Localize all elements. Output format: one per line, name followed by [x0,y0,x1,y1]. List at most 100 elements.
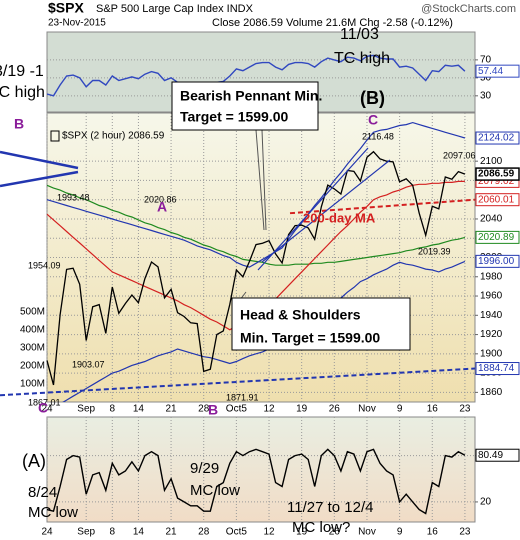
value-tag [475,230,520,244]
source: @StockCharts.com [421,3,516,15]
annotation: MC low? [292,519,350,536]
annotation: (A) [22,451,46,471]
value-tag-label: 2079.02 [478,176,515,187]
y-tick-label: 1980 [480,271,503,282]
value-tag [475,131,520,145]
annotation: B [208,402,218,418]
y-tick-label: 2040 [480,214,503,225]
x-tick-label: Sep [77,527,95,538]
x-tick-label: 19 [296,404,308,415]
annotation: TC high [334,50,390,67]
x-tick-label: 9 [397,527,403,538]
x-tick-label: Sep [77,404,95,415]
x-tick-label: 24 [41,404,53,415]
annotation: 9/29 [190,460,219,477]
volume-tick-label: 200M [20,361,45,372]
series-line [46,121,466,268]
annotation: 200-day MA [303,210,376,225]
x-tick-label: Nov [358,527,376,538]
x-tick-label: 12 [263,404,275,415]
annotation: Target = 1599.00 [180,109,289,125]
annotation: MC low [28,504,78,521]
value-tag [475,167,520,181]
x-tick-label: Nov [358,404,376,415]
volume-tick-label: 100M [20,379,45,390]
value-tag-label: 1996.00 [478,256,515,267]
price-label: 1903.07 [72,359,105,369]
annotation: C [38,400,48,416]
price-label: 2116.48 [362,131,394,141]
x-tick-label: 28 [198,527,210,538]
x-tick-label: 19 [296,527,308,538]
trendline [0,367,475,397]
y-tick-label: 1900 [480,348,503,359]
x-tick-label: 23 [459,404,471,415]
annotation: Min. Target = 1599.00 [240,330,380,346]
value-tag [475,362,520,376]
x-tick-label: 24 [41,527,53,538]
x-tick-label: 14 [133,404,145,415]
oscillator-panel [46,416,476,523]
date: 23-Nov-2015 [48,18,106,29]
value-tag-label: 80.49 [478,450,503,461]
panel-2 [47,417,475,522]
annotation: Head & Shoulders [240,307,361,323]
value-tag [475,448,520,462]
annotation: (B) [360,88,385,108]
x-tick-label: 21 [166,527,178,538]
x-tick-label: 9 [397,404,403,415]
x-tick-label: 16 [427,527,439,538]
price-label: 2019.39 [418,246,451,256]
x-tick-label: 23 [459,527,471,538]
price-label: 1867.01 [28,397,61,407]
x-tick-label: 16 [427,404,439,415]
annotation: PC high [0,84,45,101]
y-tick-label: 1940 [480,310,503,321]
hs-box [231,297,411,351]
pennant-box [171,81,319,131]
annotation: C [368,112,378,128]
y-tick-label: 1860 [480,387,503,398]
y-tick-label: 20 [480,497,492,508]
value-tag [475,64,520,78]
annotation: 3/19 -1 [0,63,44,80]
x-tick-label: 12 [263,527,275,538]
channel-lines [257,147,391,271]
pennant-lines [0,150,79,188]
price-label: 1993.48 [57,192,90,202]
legend-label: $SPX (2 hour) 2086.59 [62,131,165,142]
value-tag-label: 2086.59 [478,169,515,180]
x-tick-label: 8 [110,527,116,538]
x-tick-label: 28 [198,404,210,415]
value-tag-label: 2060.01 [478,194,515,205]
x-tick-label: 21 [166,404,178,415]
series-line [62,260,466,402]
y-tick-label: 1960 [480,291,503,302]
value-tag-label: 57.44 [478,66,503,77]
annotation: MC low [190,482,240,499]
trendline [289,198,475,215]
price-label: 1954.09 [28,260,61,270]
price-label: 1871.91 [226,392,259,402]
legend-icon [50,130,60,142]
annotation: B [14,116,24,132]
value-tag-label: 1884.74 [478,363,515,374]
volume-tick-label: 500M [20,306,45,317]
summary: Close 2086.59 Volume 21.6M Chg -2.58 (-0… [212,17,453,29]
x-tick-label: Oct5 [226,527,248,538]
price-label: 2097.06 [443,150,476,160]
series-line [47,448,466,515]
y-tick-label: 30 [480,90,492,101]
annotation: 11/03 [340,26,379,43]
price-label: 2020.86 [144,194,177,204]
x-tick-label: 8 [110,404,116,415]
value-tag [475,193,520,207]
y-tick-label: 1920 [480,329,503,340]
x-tick-label: Oct5 [226,404,248,415]
volume-tick-label: 300M [20,342,45,353]
y-tick-label: 50 [480,72,492,83]
x-tick-label: 14 [133,527,145,538]
x-tick-label: 26 [329,404,341,415]
